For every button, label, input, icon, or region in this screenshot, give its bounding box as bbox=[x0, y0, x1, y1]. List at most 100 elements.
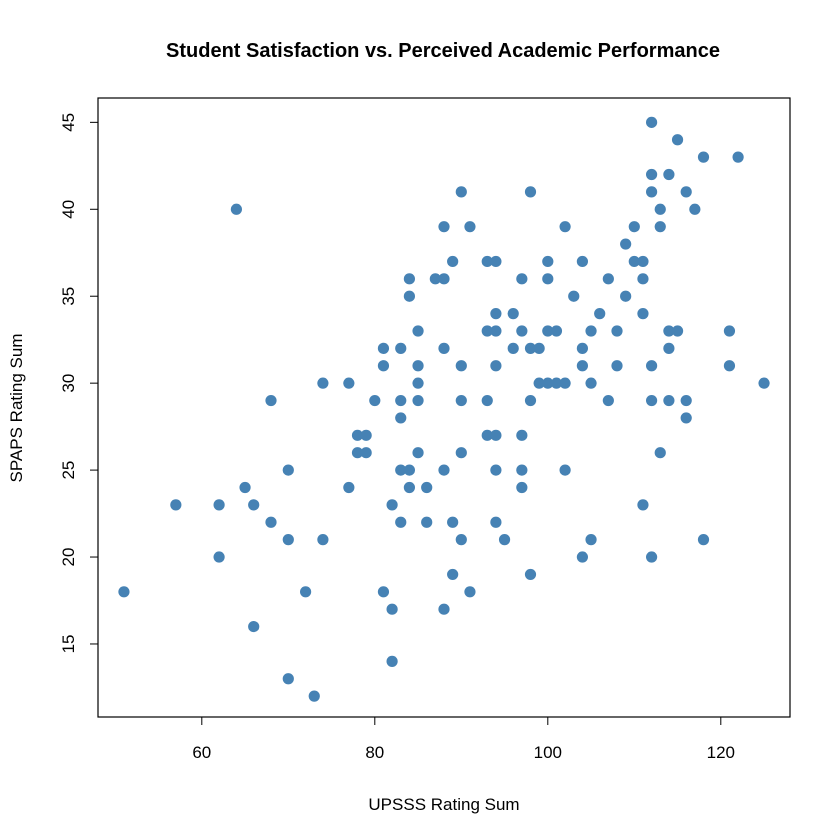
data-point bbox=[559, 221, 571, 233]
data-point bbox=[455, 360, 467, 372]
y-tick-label: 20 bbox=[59, 548, 78, 567]
data-point bbox=[602, 394, 614, 407]
data-point bbox=[438, 342, 450, 354]
data-point bbox=[550, 377, 563, 389]
data-point bbox=[377, 342, 390, 354]
data-point bbox=[507, 342, 519, 354]
data-point bbox=[343, 377, 355, 389]
data-point bbox=[447, 568, 459, 581]
data-point bbox=[248, 620, 260, 633]
data-point bbox=[646, 360, 658, 372]
data-point bbox=[438, 464, 450, 476]
data-point bbox=[369, 394, 381, 407]
data-point bbox=[498, 534, 511, 546]
data-point bbox=[620, 238, 632, 250]
data-point bbox=[524, 568, 537, 581]
data-point bbox=[611, 360, 623, 372]
y-axis-label: SPAPS Rating Sum bbox=[7, 334, 26, 483]
x-tick-label: 100 bbox=[534, 743, 562, 762]
data-point bbox=[585, 377, 597, 389]
data-point bbox=[516, 464, 528, 476]
data-point bbox=[516, 429, 528, 441]
data-point bbox=[628, 255, 640, 268]
data-point bbox=[213, 499, 225, 511]
data-point bbox=[524, 394, 537, 407]
data-point bbox=[490, 516, 502, 528]
y-tick-label: 35 bbox=[59, 287, 78, 306]
y-tick-label: 40 bbox=[59, 200, 78, 219]
y-tick-label: 45 bbox=[59, 113, 78, 132]
data-point bbox=[576, 255, 589, 268]
data-point bbox=[481, 394, 493, 407]
data-point bbox=[412, 394, 424, 407]
x-tick-label: 80 bbox=[365, 743, 384, 762]
data-point bbox=[524, 186, 537, 198]
data-point bbox=[412, 447, 424, 459]
chart-title: Student Satisfaction vs. Perceived Acade… bbox=[166, 40, 720, 62]
data-point bbox=[386, 603, 398, 615]
x-tick-label: 60 bbox=[192, 743, 211, 762]
data-point bbox=[680, 186, 692, 198]
data-point bbox=[550, 325, 563, 337]
data-point bbox=[481, 429, 493, 441]
data-point bbox=[507, 308, 519, 320]
data-point bbox=[170, 499, 182, 511]
data-point bbox=[481, 255, 493, 268]
data-point bbox=[239, 481, 251, 494]
data-point bbox=[576, 551, 589, 563]
data-point bbox=[343, 481, 355, 494]
data-point bbox=[455, 186, 467, 198]
data-point bbox=[524, 342, 537, 354]
data-point bbox=[490, 255, 502, 268]
data-point bbox=[412, 325, 424, 337]
data-point bbox=[317, 377, 329, 389]
data-point bbox=[265, 394, 277, 407]
data-point bbox=[403, 464, 415, 476]
data-point bbox=[300, 586, 312, 598]
data-point bbox=[542, 255, 554, 268]
data-point bbox=[282, 673, 294, 685]
data-point bbox=[403, 290, 415, 302]
data-point bbox=[455, 394, 467, 407]
data-point bbox=[308, 690, 320, 702]
data-point bbox=[680, 394, 692, 407]
data-point bbox=[395, 394, 407, 407]
data-point bbox=[421, 516, 433, 528]
data-point bbox=[403, 273, 415, 285]
data-point bbox=[118, 586, 130, 598]
data-point bbox=[447, 516, 459, 528]
data-point bbox=[533, 342, 545, 354]
data-point bbox=[282, 534, 294, 546]
data-point bbox=[654, 221, 666, 233]
data-point bbox=[395, 412, 407, 424]
data-point bbox=[594, 308, 606, 320]
data-point bbox=[429, 273, 441, 285]
data-point bbox=[568, 290, 580, 302]
data-point bbox=[542, 377, 554, 389]
data-point bbox=[689, 203, 701, 215]
data-point bbox=[455, 534, 467, 546]
data-point bbox=[628, 221, 640, 233]
data-point bbox=[663, 325, 675, 337]
data-point bbox=[438, 221, 450, 233]
data-point bbox=[576, 342, 589, 354]
data-point bbox=[464, 221, 476, 233]
data-point bbox=[671, 134, 684, 146]
data-point bbox=[317, 534, 329, 546]
data-point bbox=[697, 151, 710, 163]
data-point bbox=[490, 360, 502, 372]
data-point bbox=[230, 203, 242, 215]
data-point bbox=[654, 447, 666, 459]
x-tick-label: 120 bbox=[707, 743, 735, 762]
data-point bbox=[585, 534, 597, 546]
data-point bbox=[516, 273, 528, 285]
data-point bbox=[758, 377, 770, 389]
data-point bbox=[248, 499, 260, 511]
data-point bbox=[646, 551, 658, 563]
data-point bbox=[533, 377, 545, 389]
data-point bbox=[576, 360, 589, 372]
data-points bbox=[118, 116, 770, 702]
data-point bbox=[490, 325, 502, 337]
data-point bbox=[663, 168, 675, 181]
